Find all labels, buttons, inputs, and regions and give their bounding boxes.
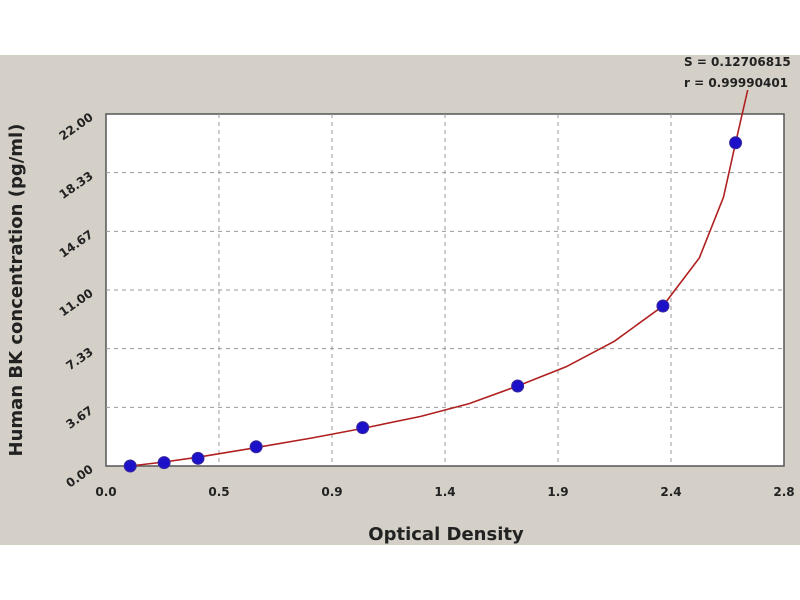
stat-s: S = 0.12706815 — [684, 55, 791, 69]
x-tick-label: 0.0 — [95, 485, 116, 499]
grid-layer — [106, 114, 784, 466]
y-tick-label: 11.00 — [57, 286, 96, 319]
x-tick-label: 0.9 — [321, 485, 342, 499]
data-point — [511, 379, 525, 393]
fit-curve — [130, 89, 749, 467]
x-tick-label: 2.4 — [660, 485, 681, 499]
y-axis-title: Human BK concentration (pg/ml) — [6, 124, 27, 457]
y-tick-labels: 0.00 3.67 7.33 11.00 14.67 18.33 22.00 — [57, 110, 96, 490]
y-tick-label: 18.33 — [57, 169, 96, 202]
data-point — [157, 456, 171, 470]
x-tick-labels: 0.0 0.5 0.9 1.4 1.9 2.4 2.8 — [95, 485, 794, 499]
y-tick-label: 22.00 — [57, 110, 96, 143]
data-point — [123, 459, 137, 473]
x-axis-title: Optical Density — [368, 524, 524, 545]
data-point — [191, 451, 205, 465]
curve-layer — [130, 89, 749, 467]
y-tick-label: 0.00 — [63, 462, 95, 490]
point-layer — [123, 136, 743, 473]
y-tick-label: 3.67 — [63, 403, 95, 431]
data-point — [356, 421, 370, 435]
x-tick-label: 1.9 — [547, 485, 568, 499]
x-tick-label: 0.5 — [208, 485, 229, 499]
x-tick-label: 1.4 — [434, 485, 455, 499]
y-tick-label: 14.67 — [57, 227, 96, 260]
data-point — [249, 440, 263, 454]
stat-r: r = 0.99990401 — [684, 76, 789, 90]
data-point — [729, 136, 743, 150]
x-tick-label: 2.8 — [773, 485, 794, 499]
data-point — [656, 299, 670, 313]
y-tick-label: 7.33 — [63, 345, 95, 373]
